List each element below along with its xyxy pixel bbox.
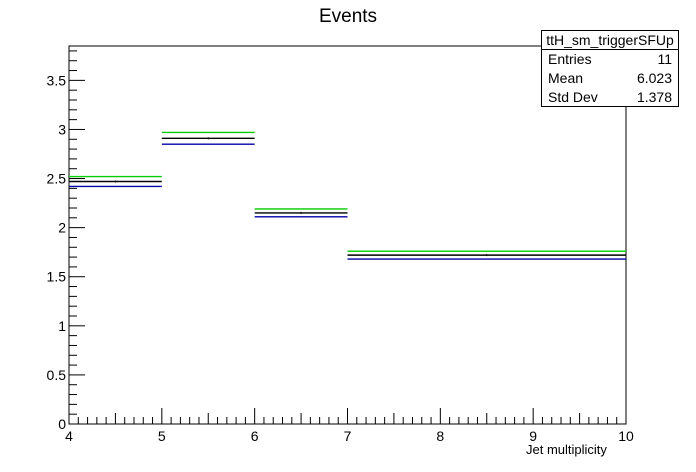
stats-histogram-name: ttH_sm_triggerSFUp xyxy=(542,31,678,50)
y-tick-label: 3.5 xyxy=(47,72,67,88)
stats-std-label: Std Dev xyxy=(548,89,598,105)
x-tick-label: 6 xyxy=(251,428,259,444)
stats-entries-value: 11 xyxy=(657,51,672,67)
y-axis: 0 0.5 1 1.5 2 2.5 3 3.5 xyxy=(47,50,85,432)
x-tick-label: 4 xyxy=(65,428,73,444)
x-axis: 4 5 6 7 8 9 10 xyxy=(65,408,634,444)
y-tick-label: 1.5 xyxy=(47,269,67,285)
stats-entries-row: Entries 11 xyxy=(542,50,678,69)
y-tick-label: 2.5 xyxy=(47,171,67,187)
histogram-series xyxy=(69,131,626,260)
y-tick-label: 3 xyxy=(58,121,66,137)
stats-mean-row: Mean 6.023 xyxy=(542,69,678,88)
stats-mean-label: Mean xyxy=(548,70,584,86)
x-axis-label: Jet multiplicity xyxy=(526,442,607,457)
y-tick-label: 0.5 xyxy=(47,367,67,383)
x-tick-label: 9 xyxy=(529,428,537,444)
y-tick-label: 0 xyxy=(58,416,66,432)
y-tick-label: 2 xyxy=(58,220,66,236)
chart-title: Events xyxy=(318,6,378,27)
x-tick-label: 7 xyxy=(344,428,352,444)
plot-frame xyxy=(68,45,627,425)
stats-std-row: Std Dev 1.378 xyxy=(542,88,678,107)
stats-mean-value: 6.023 xyxy=(636,70,672,86)
x-tick-label: 8 xyxy=(436,428,444,444)
stats-box: ttH_sm_triggerSFUp Entries 11 Mean 6.023… xyxy=(541,30,679,107)
stats-std-value: 1.378 xyxy=(636,89,672,105)
x-tick-label: 10 xyxy=(618,428,634,444)
y-tick-label: 1 xyxy=(58,318,66,334)
x-tick-label: 5 xyxy=(158,428,166,444)
stats-entries-label: Entries xyxy=(548,51,592,67)
